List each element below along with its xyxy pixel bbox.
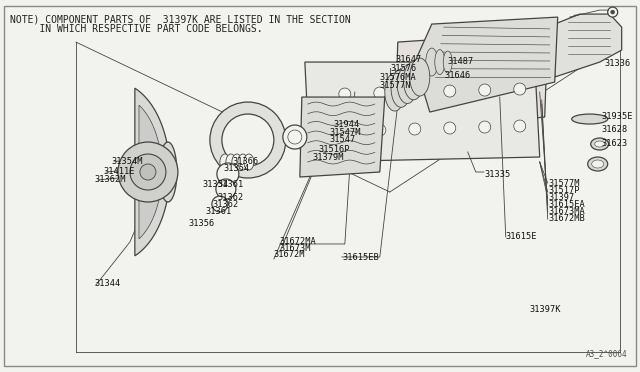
Text: 31672M: 31672M xyxy=(273,250,305,259)
Text: 31935E: 31935E xyxy=(602,112,633,121)
Text: 31673M: 31673M xyxy=(280,244,311,253)
Text: 31577N: 31577N xyxy=(380,81,411,90)
Circle shape xyxy=(374,87,386,99)
Ellipse shape xyxy=(591,138,609,150)
Text: 31335: 31335 xyxy=(485,170,511,179)
Ellipse shape xyxy=(444,51,452,73)
Circle shape xyxy=(339,126,351,138)
Text: 31673MA: 31673MA xyxy=(549,207,586,216)
Text: 31547M: 31547M xyxy=(330,128,361,137)
Text: 31576MA: 31576MA xyxy=(380,73,416,82)
Ellipse shape xyxy=(159,142,177,202)
Ellipse shape xyxy=(595,141,605,147)
Polygon shape xyxy=(305,62,540,162)
Circle shape xyxy=(444,122,456,134)
Text: NOTE) COMPONENT PARTS OF  31397K ARE LISTED IN THE SECTION: NOTE) COMPONENT PARTS OF 31397K ARE LIST… xyxy=(10,14,351,24)
Ellipse shape xyxy=(226,154,236,170)
Text: 31547: 31547 xyxy=(330,135,356,144)
Text: 31362M: 31362M xyxy=(95,175,126,184)
Ellipse shape xyxy=(410,58,430,96)
Circle shape xyxy=(222,114,274,166)
Text: 31361: 31361 xyxy=(218,180,244,189)
Ellipse shape xyxy=(238,154,248,170)
Text: 31647: 31647 xyxy=(396,55,422,64)
Circle shape xyxy=(611,10,614,14)
Text: 31336: 31336 xyxy=(605,59,631,68)
Text: 31646: 31646 xyxy=(445,71,471,80)
Ellipse shape xyxy=(220,154,230,170)
Text: 31628: 31628 xyxy=(602,125,628,134)
Text: 31516P: 31516P xyxy=(319,145,350,154)
Text: 31517P: 31517P xyxy=(549,186,580,195)
Text: A3_2^0064: A3_2^0064 xyxy=(586,349,628,358)
Ellipse shape xyxy=(391,69,411,107)
Text: 31354M: 31354M xyxy=(112,157,143,166)
Circle shape xyxy=(409,123,420,135)
Text: 31576: 31576 xyxy=(390,64,417,73)
Text: 31354: 31354 xyxy=(224,164,250,173)
Circle shape xyxy=(140,164,156,180)
Text: 31344: 31344 xyxy=(95,279,121,288)
Text: 31615EA: 31615EA xyxy=(549,200,586,209)
Text: 31672MA: 31672MA xyxy=(280,237,316,246)
Circle shape xyxy=(339,88,351,100)
Polygon shape xyxy=(555,14,621,77)
Circle shape xyxy=(130,154,166,190)
Text: 31354: 31354 xyxy=(202,180,228,189)
Ellipse shape xyxy=(397,65,417,103)
Polygon shape xyxy=(139,105,162,239)
Text: 31362: 31362 xyxy=(218,193,244,202)
Ellipse shape xyxy=(385,73,404,111)
Circle shape xyxy=(479,121,491,133)
Polygon shape xyxy=(415,17,557,112)
Circle shape xyxy=(374,124,386,136)
Text: 31356: 31356 xyxy=(189,219,215,228)
Polygon shape xyxy=(300,97,385,177)
Text: 31397: 31397 xyxy=(549,193,575,202)
Circle shape xyxy=(118,142,178,202)
Circle shape xyxy=(409,86,420,98)
Text: 31577M: 31577M xyxy=(549,179,580,187)
Circle shape xyxy=(283,125,307,149)
Text: 31615EB: 31615EB xyxy=(342,253,379,262)
Text: 31366: 31366 xyxy=(232,157,259,166)
Circle shape xyxy=(212,196,228,212)
Text: IN WHICH RESPECTIVE PART CODE BELONGS.: IN WHICH RESPECTIVE PART CODE BELONGS. xyxy=(10,24,262,34)
Ellipse shape xyxy=(588,157,608,171)
Circle shape xyxy=(210,102,286,178)
Text: 31379M: 31379M xyxy=(312,153,344,162)
Text: 31944: 31944 xyxy=(333,120,360,129)
Ellipse shape xyxy=(572,114,608,124)
Text: 31487: 31487 xyxy=(448,57,474,66)
Circle shape xyxy=(479,84,491,96)
Ellipse shape xyxy=(592,160,604,168)
Text: 31615E: 31615E xyxy=(506,232,537,241)
Text: 31362: 31362 xyxy=(212,200,239,209)
Text: 31672MB: 31672MB xyxy=(549,214,586,223)
Circle shape xyxy=(216,179,236,199)
Circle shape xyxy=(288,130,302,144)
Ellipse shape xyxy=(404,62,424,100)
Text: 31397K: 31397K xyxy=(530,305,561,314)
Ellipse shape xyxy=(435,49,445,74)
Ellipse shape xyxy=(232,154,242,170)
Circle shape xyxy=(514,120,525,132)
Polygon shape xyxy=(135,88,170,256)
Text: 31361: 31361 xyxy=(206,207,232,216)
Circle shape xyxy=(217,163,239,185)
Circle shape xyxy=(608,7,618,17)
Circle shape xyxy=(444,85,456,97)
Ellipse shape xyxy=(426,48,438,76)
Ellipse shape xyxy=(244,154,254,170)
Circle shape xyxy=(514,83,525,95)
Polygon shape xyxy=(395,32,548,132)
Text: 31411E: 31411E xyxy=(104,167,135,176)
Text: 31623: 31623 xyxy=(602,139,628,148)
